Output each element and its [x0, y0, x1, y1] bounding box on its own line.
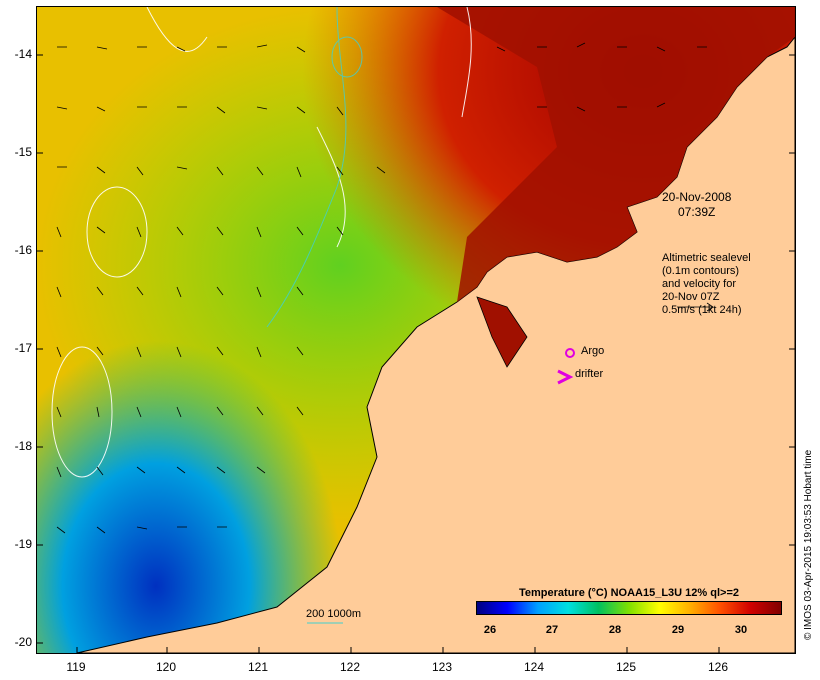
lon-tick: 124 [523, 660, 545, 674]
date-text: 20-Nov-2008 [662, 190, 732, 204]
lon-tick: 119 [66, 660, 86, 674]
lat-tick: -15 [14, 145, 32, 159]
timestamp-annotation: 20-Nov-2008 07:39Z [662, 190, 731, 220]
lon-tick: 120 [155, 660, 177, 674]
colorbar [476, 601, 782, 615]
lat-tick: -18 [14, 439, 32, 453]
drifter-marker [557, 369, 574, 385]
map-frame [36, 6, 796, 654]
altimetry-line: and velocity for [662, 278, 736, 290]
lon-tick: 122 [339, 660, 361, 674]
lon-tick: 126 [707, 660, 729, 674]
time-text: 07:39Z [678, 205, 716, 219]
lat-tick: -14 [14, 47, 32, 61]
drifter-label: drifter [575, 368, 604, 380]
altimetry-note: Altimetric sealevel (0.1m contours) and … [662, 252, 751, 317]
argo-marker [565, 348, 575, 358]
lat-tick: -17 [14, 341, 32, 355]
scale-label: 200 1000m [306, 608, 362, 620]
bathymetry-contours [266, 7, 363, 328]
colorbar-title: Temperature (°C) NOAA15_L3U 12% ql>=2 [519, 587, 739, 599]
colorbar-tick: 28 [608, 624, 622, 636]
argo-label: Argo [581, 345, 605, 357]
lat-tick: -16 [14, 243, 32, 257]
colorbar-tick: 29 [671, 624, 685, 636]
altimetry-line: 0.5m/s (1kt 24h) [662, 304, 742, 316]
colorbar-tick: 27 [545, 624, 559, 636]
sst-map [37, 7, 795, 653]
lat-tick: -20 [14, 635, 32, 649]
altimetry-line: 20-Nov 07Z [662, 291, 720, 303]
velocity-arrows [56, 42, 714, 534]
colorbar-tick: 26 [483, 624, 497, 636]
lon-tick: 123 [431, 660, 453, 674]
altimetry-line: (0.1m contours) [662, 265, 740, 277]
lat-tick: -19 [14, 537, 32, 551]
lon-tick: 125 [615, 660, 637, 674]
lon-tick: 121 [247, 660, 269, 674]
colorbar-tick: 30 [734, 624, 748, 636]
altimetry-line: Altimetric sealevel [662, 252, 751, 264]
credit-text: © IMOS 03-Apr-2015 19:03:53 Hobart time [803, 449, 814, 640]
